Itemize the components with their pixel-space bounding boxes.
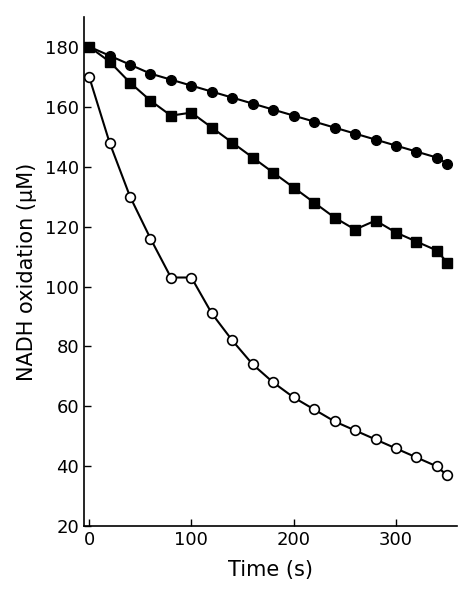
Y-axis label: NADH oxidation (μM): NADH oxidation (μM) — [17, 162, 36, 381]
X-axis label: Time (s): Time (s) — [228, 561, 313, 580]
